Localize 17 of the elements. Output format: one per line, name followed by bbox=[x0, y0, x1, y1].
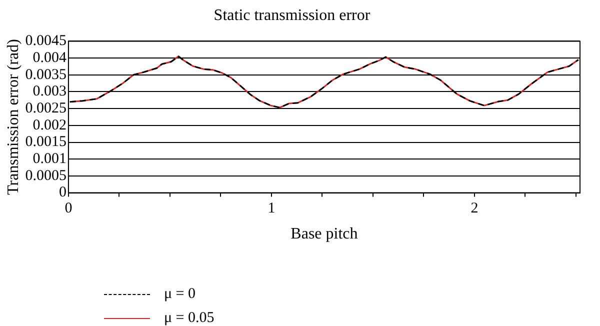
x-tick-label: 1 bbox=[268, 200, 276, 217]
y-tick-label: 0.0015 bbox=[25, 134, 66, 150]
y-tick-label: 0 bbox=[58, 184, 66, 201]
y-tick-label: 0.001 bbox=[32, 151, 66, 168]
y-axis-title: Transmission error (rad) bbox=[4, 39, 22, 195]
y-tick-label: 0.0005 bbox=[25, 168, 66, 184]
y-tick-label: 0.0025 bbox=[25, 100, 66, 117]
legend-label: μ = 0.05 bbox=[164, 310, 214, 326]
y-tick-label: 0.0045 bbox=[25, 33, 66, 50]
y-tick-label: 0.003 bbox=[32, 84, 66, 100]
chart-title: Static transmission error bbox=[214, 6, 371, 24]
legend-label: μ = 0 bbox=[164, 286, 196, 302]
x-axis-title: Base pitch bbox=[290, 226, 358, 243]
y-tick-label: 0.002 bbox=[32, 117, 66, 134]
y-tick-label: 0.0035 bbox=[25, 66, 66, 83]
x-tick-label: 2 bbox=[470, 200, 478, 217]
y-tick-label: 0.004 bbox=[32, 50, 67, 66]
